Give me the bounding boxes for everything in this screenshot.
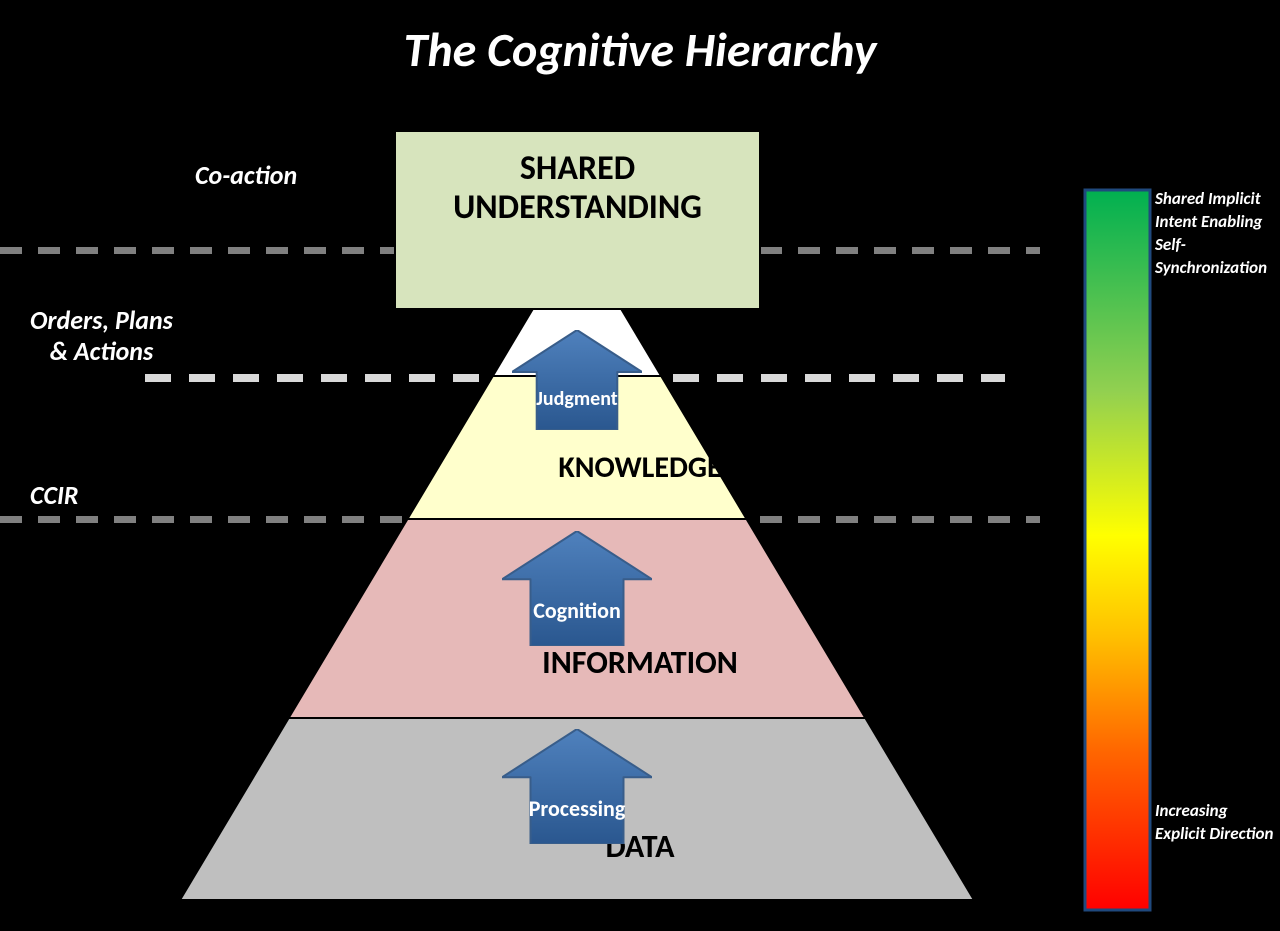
- arrow-label-processing: Processing: [502, 795, 652, 822]
- shared-understanding-label: SHAREDUNDERSTANDING: [395, 149, 760, 227]
- left-label-ccir: CCIR: [30, 480, 79, 511]
- intent-direction-color-bar: [1082, 187, 1153, 913]
- left-label-orders: Orders, Plans & Actions: [30, 305, 173, 367]
- up-arrow-cognition: [502, 531, 652, 646]
- up-arrow-judgment: [512, 330, 642, 430]
- color-bar-bottom-label: Increasing Explicit Direction: [1155, 800, 1275, 846]
- arrow-label-judgment: Judgment: [512, 387, 642, 411]
- color-bar-top-label: Shared Implicit Intent Enabling Self-Syn…: [1155, 188, 1275, 280]
- up-arrow-processing: [502, 729, 652, 844]
- left-label-coaction: Co-action: [195, 160, 297, 191]
- arrow-label-cognition: Cognition: [502, 597, 652, 624]
- shared-understanding-line2: UNDERSTANDING: [395, 188, 760, 227]
- shared-understanding-line1: SHARED: [395, 149, 760, 188]
